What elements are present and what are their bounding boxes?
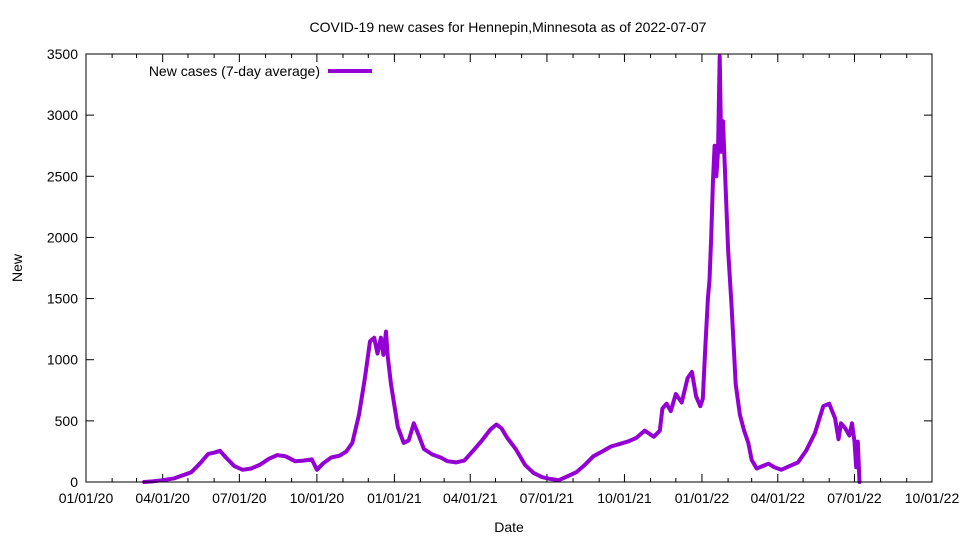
series-layer <box>142 54 862 484</box>
x-tick-label: 10/01/22 <box>905 490 960 506</box>
plot-frame <box>85 53 933 483</box>
y-tick-label: 1000 <box>47 352 78 368</box>
y-tick-label: 1500 <box>47 291 78 307</box>
series-line-new-cases <box>142 54 862 484</box>
y-tick-label: 3000 <box>47 107 78 123</box>
x-tick-label: 01/01/21 <box>367 490 422 506</box>
x-tick-label: 07/01/22 <box>827 490 882 506</box>
legend: New cases (7-day average) <box>149 63 372 79</box>
y-axis-label: New <box>9 253 25 282</box>
x-tick-label: 10/01/21 <box>597 490 652 506</box>
x-tick-label: 01/01/20 <box>59 490 114 506</box>
x-tick-label: 01/01/22 <box>675 490 730 506</box>
x-tick-label: 04/01/22 <box>751 490 806 506</box>
x-tick-label: 07/01/20 <box>212 490 267 506</box>
x-tick-label: 04/01/21 <box>443 490 498 506</box>
x-tick-label: 10/01/20 <box>290 490 345 506</box>
legend-label: New cases (7-day average) <box>149 63 320 79</box>
chart-title: COVID-19 new cases for Hennepin,Minnesot… <box>310 19 707 35</box>
y-tick-label: 2000 <box>47 229 78 245</box>
x-tick-label: 04/01/20 <box>135 490 190 506</box>
y-tick-label: 2500 <box>47 168 78 184</box>
x-axis-label: Date <box>494 519 524 535</box>
axis-ticks: 0 500 1000 1500 2000 2500 3000 3500 01/01/20 04/0… <box>47 46 960 506</box>
y-tick-label: 0 <box>70 474 78 490</box>
x-tick-label: 07/01/21 <box>520 490 575 506</box>
y-tick-label: 500 <box>55 413 79 429</box>
y-tick-label: 3500 <box>47 46 78 62</box>
